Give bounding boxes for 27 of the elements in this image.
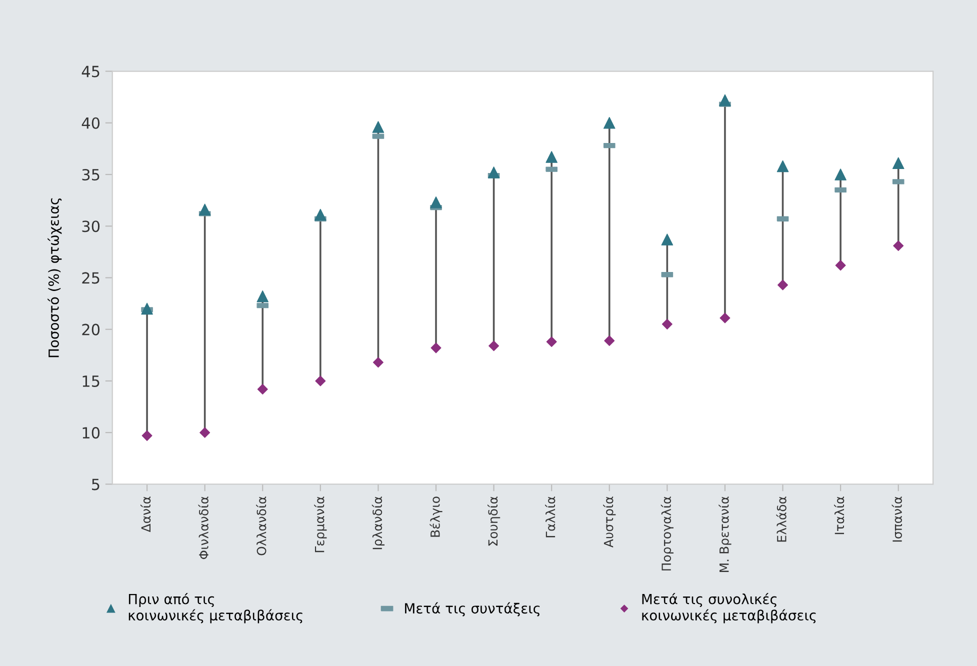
y-tick-label: 40 [82, 117, 100, 129]
x-tick-label: Φινλανδία [198, 496, 208, 560]
x-tick-label: Βέλγιο [430, 496, 442, 537]
y-tick-label: 20 [82, 324, 100, 336]
y-tick-label: 45 [82, 66, 100, 78]
x-tick-label: Πορτογαλία [660, 496, 674, 570]
x-tick-label: Ισπανία [892, 496, 902, 542]
x-tick-label: Μ. Βρετανία [718, 496, 732, 572]
y-tick-label: 30 [82, 220, 100, 232]
x-tick-label: Δανία [140, 496, 151, 532]
x-tick-label: Γερμανία [314, 496, 327, 552]
y-tick-label: 5 [92, 478, 100, 490]
y-tick-label: 35 [82, 168, 100, 181]
x-tick-label: Ολλανδία [256, 496, 266, 556]
legend-label: Πριν από τις κοινωνικές μεταβιβάσεις [128, 592, 302, 624]
x-tick-label: Γαλλία [545, 496, 556, 538]
y-tick-label: 10 [82, 427, 100, 439]
legend-label: Μετά τις συνολικές κοινωνικές μεταβιβάσεις [642, 592, 816, 624]
y-axis-title: Ποσοστό (%) φτώχειας [48, 198, 62, 358]
x-tick-label: Ιταλία [834, 496, 844, 534]
x-tick-label: Ιρλανδία [372, 496, 385, 550]
x-tick-label: Ελλάδα [776, 496, 786, 542]
y-tick-label: 25 [82, 272, 100, 284]
x-tick-label: Σουηδία [488, 496, 500, 546]
legend-label: Μετά τις συντάξεις [405, 602, 540, 616]
x-tick-label: Αυστρία [603, 496, 616, 548]
y-tick-label: 15 [82, 376, 100, 387]
